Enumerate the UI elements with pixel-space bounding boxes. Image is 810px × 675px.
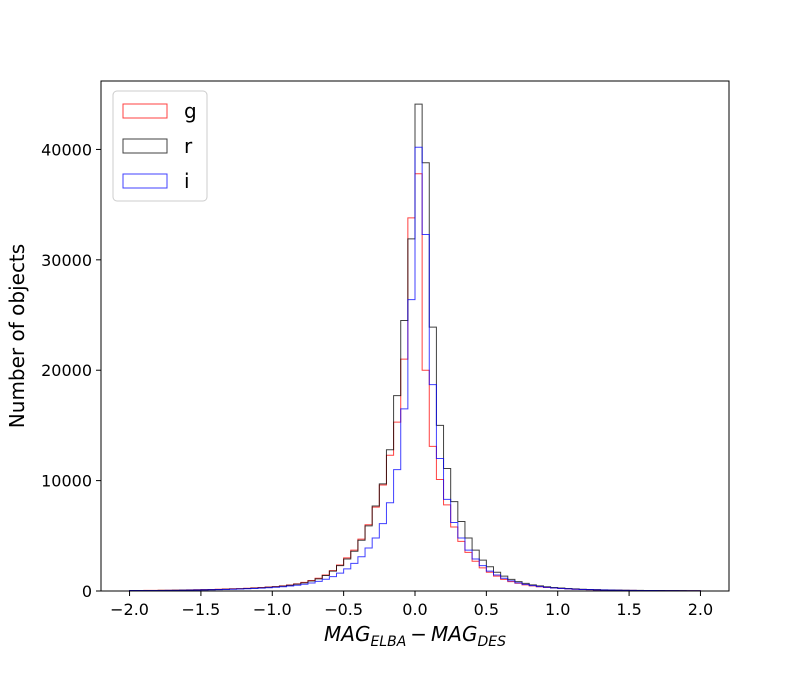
x-axis-ticks: −2.0 −1.5 −1.0 −0.5 0.0 0.5 1.0 1.5 2.0: [110, 591, 713, 619]
x-tick-label: −1.0: [253, 600, 292, 619]
x-tick-label: −1.5: [181, 600, 220, 619]
y-tick-label: 40000: [41, 140, 92, 159]
x-tick-label: 0.5: [474, 600, 499, 619]
x-label-minus: −: [410, 622, 427, 646]
y-tick-label: 0: [82, 582, 92, 601]
legend-label-r: r: [184, 134, 193, 158]
legend: gri: [112, 90, 208, 202]
x-label-sub1: ELBA: [370, 634, 406, 650]
legend-label-i: i: [184, 169, 190, 193]
x-tick-label: 0.0: [402, 600, 427, 619]
x-label-base1: MAG: [324, 622, 370, 646]
y-tick-label: 10000: [41, 472, 92, 491]
x-label-base2: MAG: [431, 622, 477, 646]
legend-swatch-i: [122, 173, 168, 189]
y-axis-ticks: 0 10000 20000 30000 40000: [41, 140, 101, 601]
x-tick-label: 1.5: [616, 600, 641, 619]
series-layer: [129, 103, 701, 592]
y-tick-label: 30000: [41, 251, 92, 270]
x-tick-label: −2.0: [110, 600, 149, 619]
x-tick-label: −0.5: [324, 600, 363, 619]
y-axis-label: Number of objects: [5, 244, 29, 428]
legend-swatch-g: [122, 103, 168, 119]
x-tick-label: 1.0: [545, 600, 570, 619]
x-label-sub2: DES: [477, 634, 506, 650]
x-axis-label: MAGELBA − MAGDES: [324, 622, 506, 650]
legend-swatch-r: [122, 138, 168, 154]
y-tick-label: 20000: [41, 361, 92, 380]
legend-label-g: g: [184, 99, 197, 123]
x-tick-label: 2.0: [688, 600, 713, 619]
histogram-series-i: [129, 146, 701, 592]
